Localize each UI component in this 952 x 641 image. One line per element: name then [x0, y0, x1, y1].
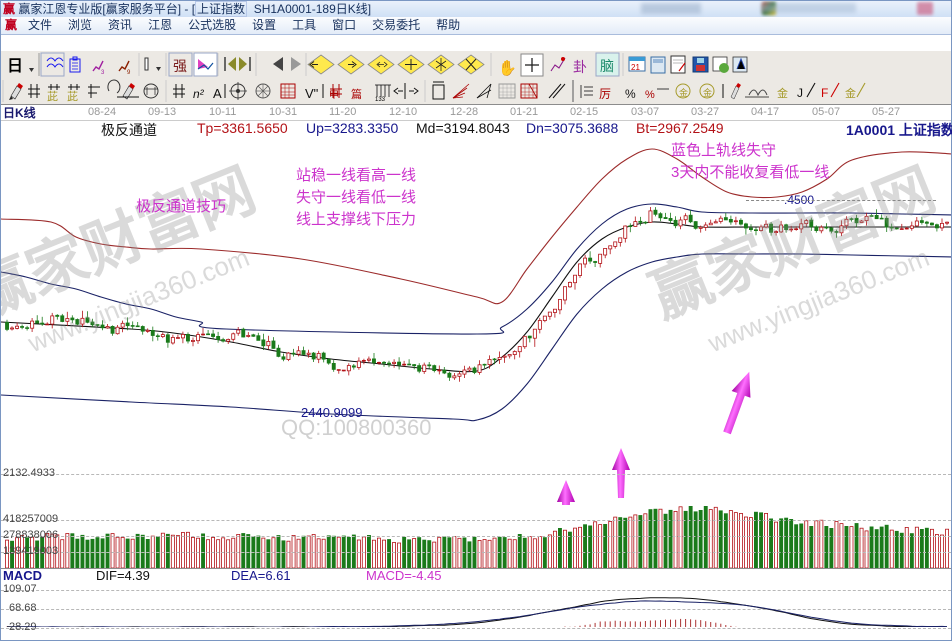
svg-text:日: 日: [7, 57, 23, 75]
svg-text:✋: ✋: [498, 59, 517, 77]
svg-text:脑: 脑: [600, 58, 614, 74]
svg-text:申: 申: [329, 88, 339, 101]
svg-text:21: 21: [631, 63, 640, 72]
svg-text:n²: n²: [193, 87, 205, 101]
svg-text:篇: 篇: [351, 87, 362, 101]
svg-text:金: 金: [679, 87, 688, 98]
svg-text:F: F: [821, 86, 828, 100]
svg-text:金: 金: [703, 87, 712, 98]
svg-text:%: %: [645, 89, 655, 101]
svg-text:A: A: [213, 86, 222, 101]
svg-text:%: %: [625, 87, 636, 101]
svg-text:金: 金: [777, 86, 788, 100]
svg-text:133: 133: [375, 97, 386, 103]
svg-text:卦: 卦: [573, 59, 587, 75]
svg-text:强: 强: [173, 58, 187, 74]
svg-text:茈: 茈: [67, 90, 78, 103]
svg-text:茈: 茈: [47, 90, 58, 103]
svg-text:J: J: [797, 86, 803, 100]
svg-text:金: 金: [845, 86, 856, 100]
svg-text:厉: 厉: [599, 87, 611, 101]
svg-text:V": V": [305, 86, 319, 101]
